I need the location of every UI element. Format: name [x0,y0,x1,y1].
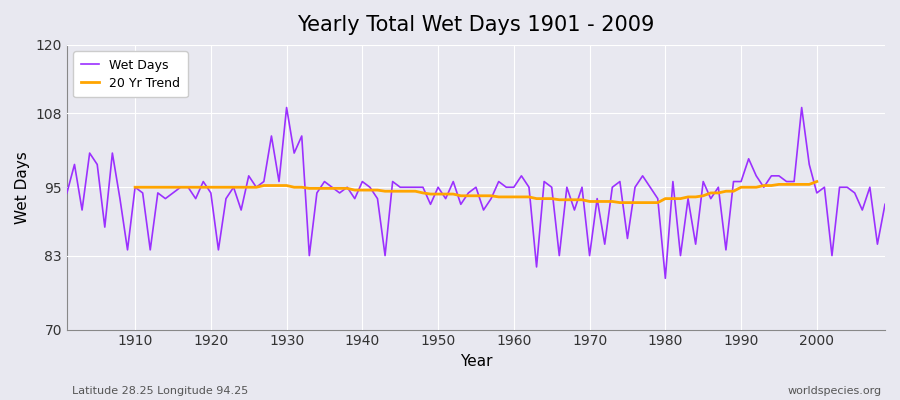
Line: Wet Days: Wet Days [67,108,885,278]
Legend: Wet Days, 20 Yr Trend: Wet Days, 20 Yr Trend [73,51,188,97]
Wet Days [508,185,519,190]
Wet Days [122,248,133,252]
Wet Days [281,105,292,110]
20 Yr Trend [796,182,807,187]
Wet Days [61,190,72,195]
20 Yr Trend [289,185,300,190]
Y-axis label: Wet Days: Wet Days [15,151,30,224]
20 Yr Trend [615,200,626,205]
Title: Yearly Total Wet Days 1901 - 2009: Yearly Total Wet Days 1901 - 2009 [297,15,654,35]
20 Yr Trend [130,185,140,190]
Text: worldspecies.org: worldspecies.org [788,386,882,396]
20 Yr Trend [304,186,315,191]
Wet Days [296,134,307,138]
Line: 20 Yr Trend: 20 Yr Trend [135,182,817,203]
20 Yr Trend [804,182,814,187]
20 Yr Trend [213,185,224,190]
20 Yr Trend [812,179,823,184]
Wet Days [879,202,890,207]
Wet Days [607,185,617,190]
Text: Latitude 28.25 Longitude 94.25: Latitude 28.25 Longitude 94.25 [72,386,248,396]
Wet Days [342,185,353,190]
Wet Days [660,276,670,281]
X-axis label: Year: Year [460,354,492,369]
20 Yr Trend [713,190,724,195]
Wet Days [516,174,526,178]
